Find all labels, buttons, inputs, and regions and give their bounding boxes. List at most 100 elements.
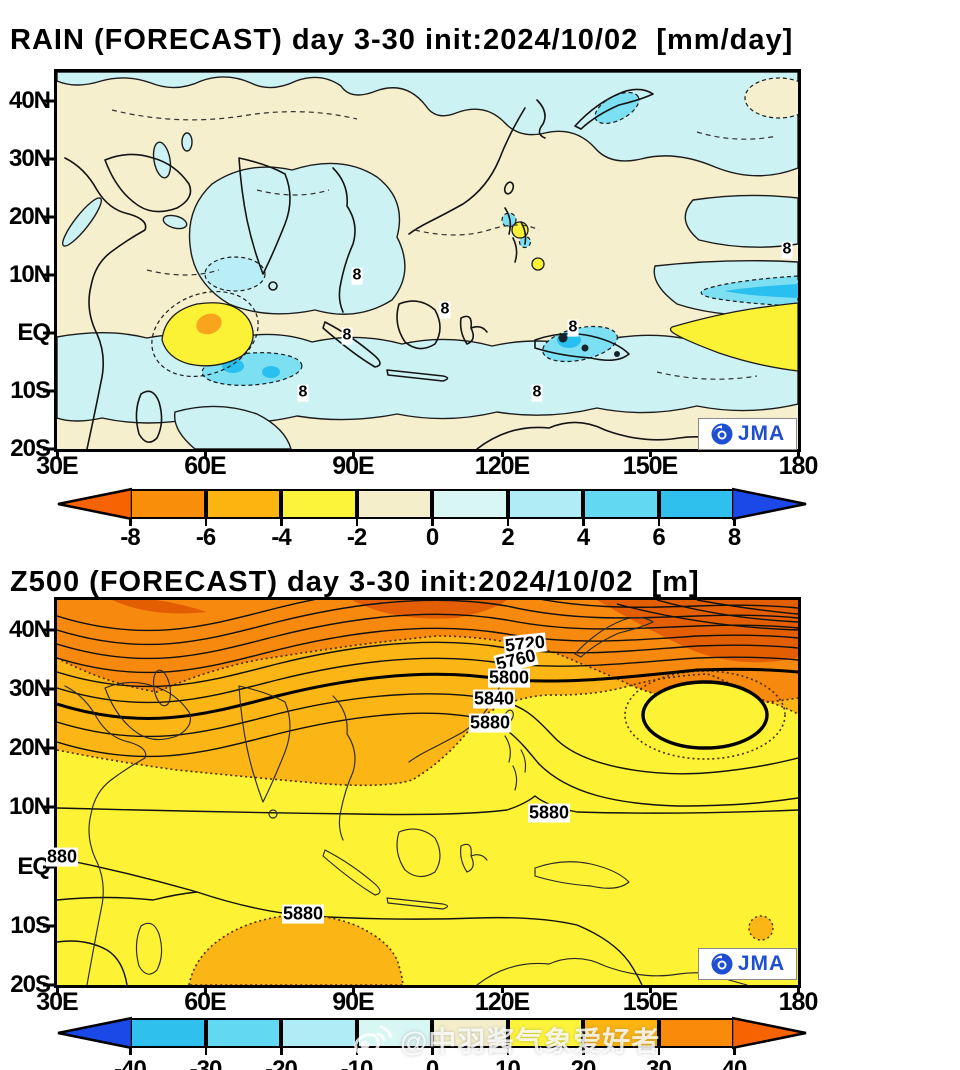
y-axis-tick-mark bbox=[43, 746, 54, 750]
colorbar-tick-label: 0 bbox=[425, 524, 439, 551]
y-axis-tick-mark bbox=[43, 389, 54, 393]
colorbar-cell bbox=[205, 1018, 281, 1048]
x-axis-tick-label: 150E bbox=[622, 988, 678, 1016]
rain-negative-core bbox=[196, 313, 222, 335]
x-axis-tick-label: 90E bbox=[332, 988, 374, 1016]
z500-bold-contour bbox=[57, 667, 798, 721]
colorbar-tick-mark bbox=[582, 519, 585, 526]
x-axis-tick-label: 90E bbox=[332, 452, 374, 480]
weibo-watermark: @中羽酱气象爱好者 bbox=[352, 1020, 660, 1060]
colorbar-tick-label: 8 bbox=[727, 524, 741, 551]
x-axis-tick-label: 180 bbox=[778, 452, 819, 480]
colorbar-tick-label: 4 bbox=[576, 524, 590, 551]
y-axis-tick-mark bbox=[43, 273, 54, 277]
y-axis-tick-label: 10S bbox=[10, 912, 51, 939]
x-axis-tick-label: 30E bbox=[36, 988, 78, 1016]
colorbar-tick-label: 40 bbox=[721, 1056, 748, 1070]
colorbar-tick-mark bbox=[204, 1048, 207, 1055]
colorbar-tick-label: -6 bbox=[195, 524, 216, 551]
colorbar-tick-mark bbox=[506, 519, 509, 526]
colorbar-cell bbox=[130, 1018, 206, 1048]
rain-map-canvas bbox=[57, 72, 798, 449]
y-axis-tick-label: 30N bbox=[8, 675, 51, 702]
z500-south-amber-patch bbox=[188, 914, 404, 985]
colorbar-tick-label: -2 bbox=[346, 524, 367, 551]
colorbar-tick-label: -8 bbox=[120, 524, 140, 551]
colorbar-cell bbox=[356, 489, 432, 519]
rain-map-frame bbox=[54, 69, 801, 452]
colorbar-right-arrow bbox=[732, 487, 807, 521]
colorbar-cell bbox=[658, 1018, 734, 1048]
colorbar-cell bbox=[205, 489, 281, 519]
y-axis-tick-label: 40N bbox=[8, 616, 51, 643]
colorbar-tick-label: 6 bbox=[652, 524, 665, 551]
jma-typhoon-icon bbox=[711, 423, 733, 445]
x-axis-tick-label: 120E bbox=[474, 988, 530, 1016]
y-axis-tick-mark bbox=[43, 687, 54, 691]
y-axis-tick-mark bbox=[43, 99, 54, 103]
y-axis-tick-mark bbox=[43, 215, 54, 219]
colorbar-cell bbox=[658, 489, 734, 519]
colorbar-left-arrow bbox=[57, 487, 132, 521]
colorbar-tick-label: -30 bbox=[189, 1056, 223, 1070]
x-axis-tick-label: 30E bbox=[36, 452, 78, 480]
y-axis-tick-mark bbox=[43, 983, 54, 987]
colorbar-tick-mark bbox=[657, 519, 660, 526]
jma-logo-badge: JMA bbox=[698, 948, 797, 980]
x-axis-tick-label: 120E bbox=[474, 452, 530, 480]
z500-panel-title: Z500 (FORECAST) day 3-30 init:2024/10/02… bbox=[10, 566, 700, 598]
colorbar-tick-label: -4 bbox=[271, 524, 291, 551]
colorbar-cell bbox=[583, 489, 659, 519]
y-axis-tick-label: 20N bbox=[8, 203, 51, 230]
y-axis-tick-label: 10N bbox=[8, 793, 51, 820]
y-axis-tick-mark bbox=[43, 865, 54, 869]
colorbar-tick-mark bbox=[280, 1048, 283, 1055]
y-axis-tick-mark bbox=[43, 924, 54, 928]
y-axis-tick-mark bbox=[43, 157, 54, 161]
z500-map-frame bbox=[54, 597, 801, 988]
y-axis-tick-label: 10S bbox=[10, 377, 51, 404]
jma-typhoon-icon bbox=[711, 953, 733, 975]
z500-orange-band bbox=[57, 600, 798, 708]
colorbar-tick-mark bbox=[280, 519, 283, 526]
dashed-contour-lines bbox=[111, 109, 778, 380]
y-axis-tick-label: 20N bbox=[8, 734, 51, 761]
jma-logo-text: JMA bbox=[737, 422, 786, 445]
colorbar-cell bbox=[432, 489, 508, 519]
colorbar-tick-mark bbox=[204, 519, 207, 526]
rain-panel-title: RAIN (FORECAST) day 3-30 init:2024/10/02… bbox=[10, 24, 794, 56]
x-axis-tick-label: 150E bbox=[622, 452, 678, 480]
x-axis-tick-label: 60E bbox=[184, 988, 226, 1016]
y-axis-tick-mark bbox=[43, 331, 54, 335]
jma-logo-badge: JMA bbox=[698, 418, 797, 450]
dry-notch bbox=[744, 77, 798, 119]
watermark-text: @中羽酱气象爱好者 bbox=[400, 1026, 661, 1057]
rain-negative-outer-contour bbox=[151, 290, 259, 378]
colorbar-tick-mark bbox=[431, 519, 434, 526]
z500-map-canvas bbox=[57, 600, 798, 985]
y-axis-tick-mark bbox=[43, 805, 54, 809]
y-axis-tick-label: 20S bbox=[10, 435, 51, 462]
y-axis-tick-label: EQ bbox=[17, 319, 51, 346]
y-axis-tick-label: EQ bbox=[17, 853, 51, 880]
z500-height-contours bbox=[57, 600, 798, 985]
y-axis-tick-label: 20S bbox=[10, 971, 51, 998]
colorbar-left-arrow bbox=[57, 1016, 132, 1050]
z500-closed-high-contour bbox=[641, 680, 769, 750]
jma-logo-text: JMA bbox=[737, 952, 786, 975]
y-axis-tick-label: 40N bbox=[8, 87, 51, 114]
colorbar-cell bbox=[281, 1018, 357, 1048]
y-axis-tick-mark bbox=[43, 628, 54, 632]
rain-inner-shade bbox=[204, 256, 266, 292]
colorbar-tick-label: 2 bbox=[501, 524, 514, 551]
weibo-icon bbox=[354, 1025, 393, 1056]
rain-extreme-spots bbox=[558, 333, 620, 357]
z500-small-amber-patch bbox=[748, 915, 774, 941]
colorbar-tick-label: -20 bbox=[265, 1056, 298, 1070]
x-axis-tick-label: 60E bbox=[184, 452, 226, 480]
colorbar-tick-label: -40 bbox=[114, 1056, 147, 1070]
colorbar-cell bbox=[507, 489, 583, 519]
y-axis-tick-label: 30N bbox=[8, 145, 51, 172]
colorbar-cell bbox=[130, 489, 206, 519]
